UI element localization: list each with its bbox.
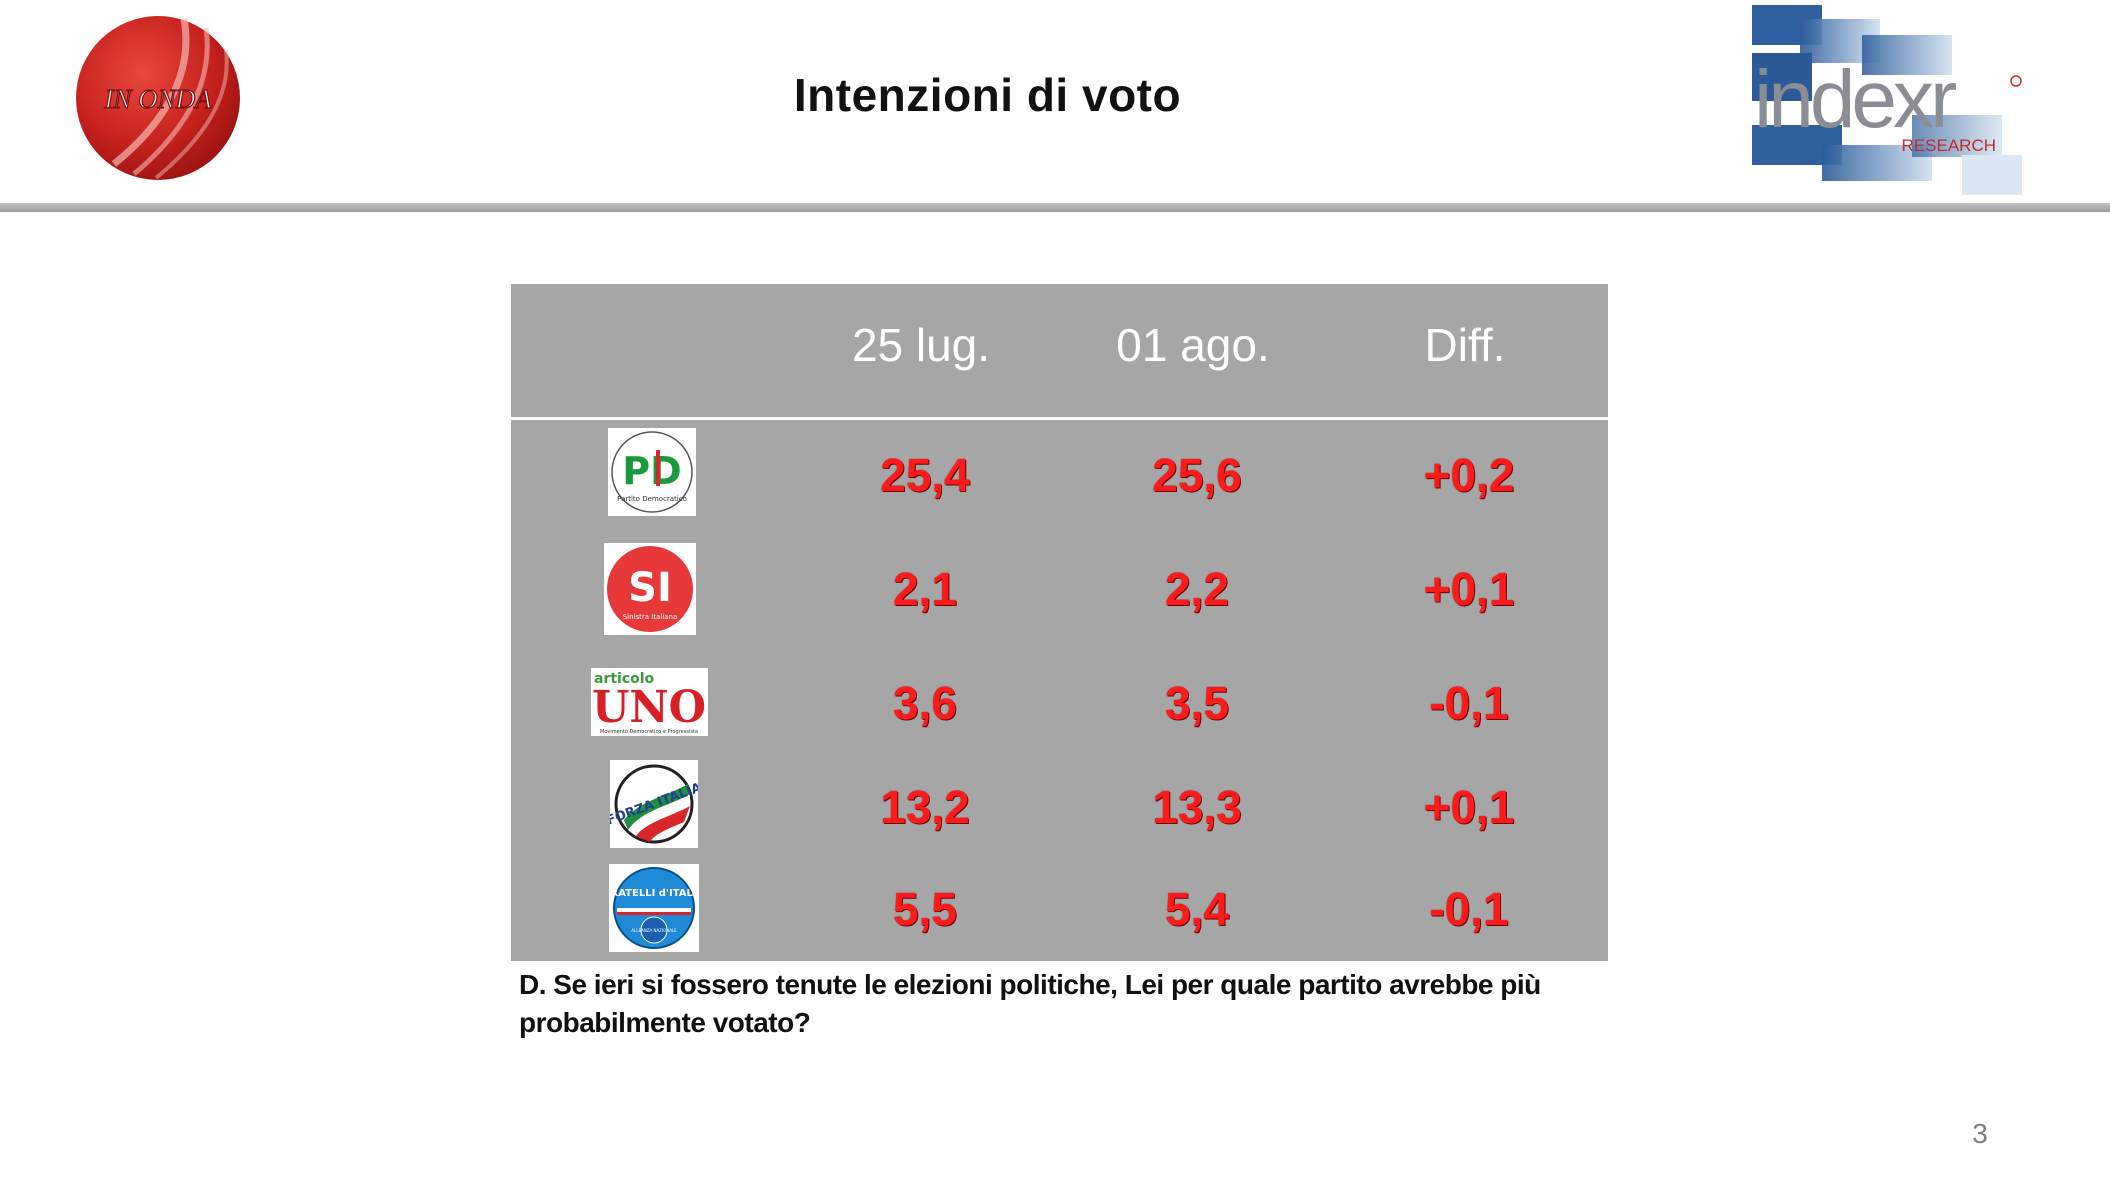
- table-cell: -0,1: [1429, 883, 1509, 935]
- articolo-uno-logo-text: UNO: [592, 682, 706, 733]
- page-number: 3: [1972, 1118, 1988, 1149]
- indexr-logo: indexr RESEARCH: [1752, 5, 2024, 195]
- table-header-divider: [511, 417, 1608, 420]
- table-cell: +0,1: [1423, 563, 1515, 615]
- table-cell: +0,2: [1423, 449, 1515, 501]
- table-cell: 5,4: [1165, 883, 1229, 935]
- indexr-logo-text: indexr: [1754, 54, 1956, 145]
- articolo-uno-logo-sub: Movimento Democratico e Progressista: [600, 729, 698, 735]
- table-cell: 13,3: [1152, 781, 1242, 833]
- si-logo-text: SI: [628, 565, 672, 611]
- in-onda-logo: IN ONDA: [74, 14, 242, 182]
- forza-italia-logo: FORZA ITALIA: [605, 760, 704, 848]
- page-title: Intenzioni di voto: [793, 69, 1182, 121]
- fratelli-italia-logo-text: FRATELLI d'ITALIA: [609, 888, 699, 899]
- articolo-uno-logo-top: articolo: [594, 671, 655, 687]
- table-cell: 3,5: [1165, 677, 1229, 729]
- table-cell: 2,1: [893, 563, 957, 615]
- table-cell: 5,5: [893, 883, 957, 935]
- column-header-diff: Diff.: [1424, 319, 1506, 371]
- in-onda-logo-text: IN ONDA: [103, 84, 212, 114]
- table-cell: +0,1: [1423, 781, 1515, 833]
- table-cell: 25,6: [1152, 449, 1242, 501]
- header-divider: [0, 203, 2110, 212]
- table-cell: 25,4: [880, 449, 970, 501]
- pd-logo: PD Partito Democratico: [608, 428, 696, 516]
- si-logo-sub: Sinistra Italiana: [623, 613, 678, 621]
- indexr-logo-sub: RESEARCH: [1902, 136, 1996, 155]
- table-cell: 2,2: [1165, 563, 1229, 615]
- column-header-01-ago: 01 ago.: [1116, 319, 1270, 371]
- fratelli-italia-logo-sub: ALLEANZA NAZIONALE: [631, 928, 677, 933]
- table-cell: -0,1: [1429, 677, 1509, 729]
- table-cell: 3,6: [893, 677, 957, 729]
- survey-question: D. Se ieri si fossero tenute le elezioni…: [519, 969, 1541, 1038]
- table-cell: 13,2: [880, 781, 970, 833]
- articolo-uno-logo: articolo UNO Movimento Democratico e Pro…: [591, 668, 708, 736]
- fratelli-italia-logo: FRATELLI d'ITALIA ALLEANZA NAZIONALE: [604, 864, 705, 952]
- pd-logo-sub: Partito Democratico: [617, 495, 687, 503]
- column-header-25-lug: 25 lug.: [851, 319, 991, 371]
- pd-logo-text: PD: [622, 449, 681, 493]
- si-logo: SI Sinistra Italiana: [604, 543, 696, 635]
